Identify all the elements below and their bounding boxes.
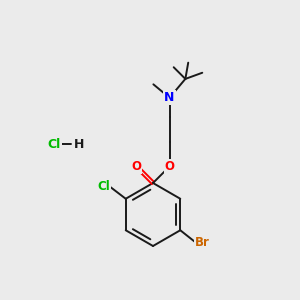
Text: Cl: Cl [97, 179, 110, 193]
Text: O: O [131, 160, 142, 173]
Text: H: H [74, 137, 84, 151]
Text: O: O [164, 160, 175, 173]
Text: Cl: Cl [47, 137, 61, 151]
Text: Br: Br [195, 236, 210, 250]
Text: N: N [164, 91, 175, 104]
